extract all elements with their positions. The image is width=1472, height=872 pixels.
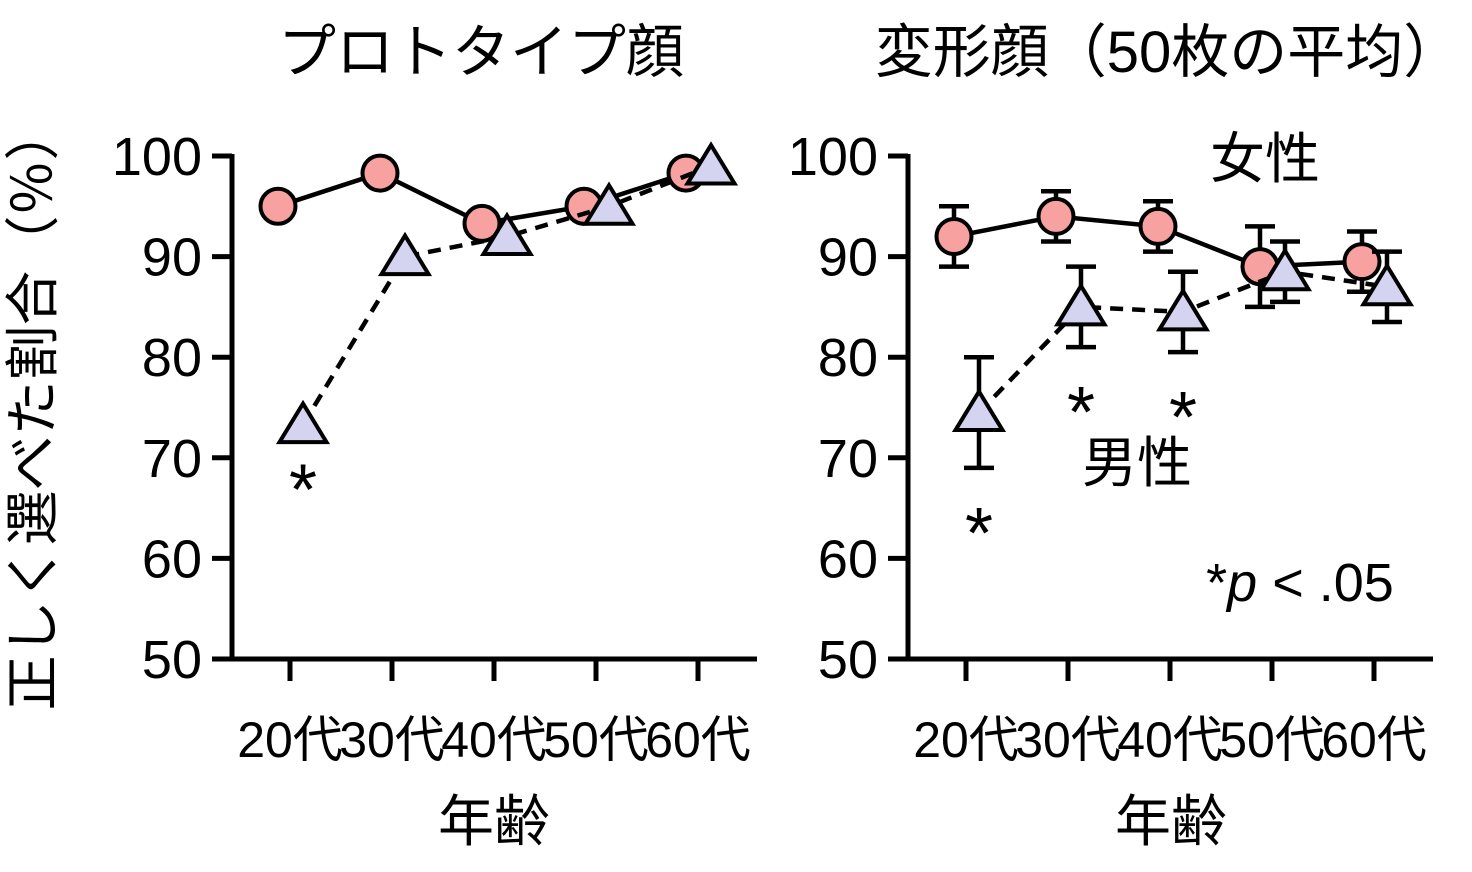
y-axis-label: 正しく選べた割合（％） [2,105,64,710]
y-tick-label: 90 [142,228,202,288]
x-tick-label: 20代 [237,712,343,768]
data-point-circle [1342,242,1382,282]
series-line-male [301,163,712,426]
data-point-circle [934,216,974,256]
male-series-label: 男性 [1082,432,1192,494]
y-tick-label: 70 [818,429,878,489]
x-tick-label: 20代 [913,712,1019,768]
data-point-triangle [683,141,739,186]
y-tick-label: 80 [818,328,878,388]
y-tick-label: 50 [142,630,202,690]
y-tick-label: 50 [818,630,878,690]
x-tick-label: 60代 [645,712,751,768]
right-panel-title: 変形顔（50枚の平均） [875,20,1462,85]
left-x-axis-label: 年齢 [438,790,550,853]
series-female [258,153,706,243]
p-note-star: * [1206,553,1227,613]
x-tick-label: 50代 [1219,712,1325,768]
right-x-axis-label: 年齢 [1115,790,1227,853]
female-series-label: 女性 [1210,128,1320,190]
data-point-triangle [1257,246,1313,292]
data-point-triangle [479,211,535,256]
series-male: * * * [951,239,1415,574]
data-point-triangle [275,399,331,445]
y-tick-label: 90 [818,228,878,288]
data-point-triangle [581,181,637,226]
data-point-circle [360,153,400,193]
x-tick-label: 40代 [1117,712,1223,768]
sig-asterisk: * [289,451,317,531]
x-tick-label: 50代 [543,712,649,768]
data-point-triangle [951,387,1007,433]
data-point-triangle [1359,261,1415,307]
data-point-triangle [1155,287,1211,332]
sig-asterisk: * [965,494,993,574]
plots-layer: 506070809010020代30代40代50代60代*50607080901… [112,127,1433,768]
y-tick-label: 100 [112,127,202,187]
y-tick-label: 70 [142,429,202,489]
p-value-note: *p < .05 [1206,553,1394,613]
y-tick-label: 60 [142,529,202,589]
p-note-p: p [1225,553,1257,613]
y-tick-label: 100 [788,127,878,187]
x-tick-label: 60代 [1321,712,1427,768]
y-tick-label: 80 [142,328,202,388]
data-point-circle [258,186,298,226]
x-tick-label: 30代 [339,712,445,768]
data-point-triangle [377,231,433,277]
sig-asterisk: * [1169,378,1197,458]
data-point-triangle [1053,282,1109,327]
series-female [934,188,1382,310]
left-panel-title: プロトタイプ顔 [278,20,684,85]
y-tick-label: 60 [818,529,878,589]
p-note-rest: < .05 [1257,553,1394,613]
data-point-circle [1138,206,1178,246]
x-tick-label: 40代 [441,712,547,768]
x-tick-label: 30代 [1015,712,1121,768]
data-point-circle [1036,196,1076,236]
sig-asterisk: * [1067,373,1095,453]
series-male: * [275,141,739,531]
